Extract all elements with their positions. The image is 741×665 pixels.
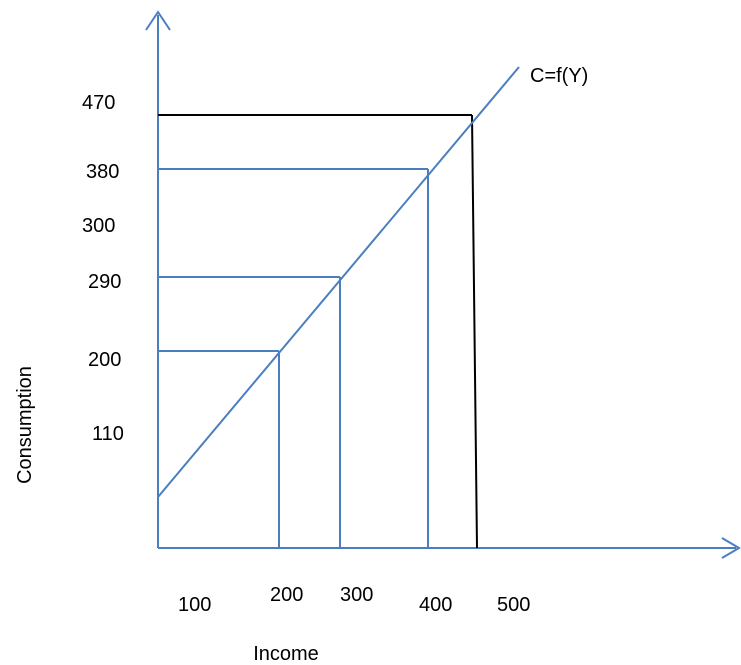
x-tick-label: 300 bbox=[340, 584, 373, 606]
y-tick-label: 200 bbox=[88, 349, 121, 371]
x-tick-label: 200 bbox=[270, 584, 303, 606]
y-tick-label: 300 bbox=[82, 215, 115, 237]
x-axis-title: Income bbox=[253, 643, 319, 665]
x-tick-label: 100 bbox=[178, 594, 211, 616]
y-tick-label: 470 bbox=[82, 92, 115, 114]
y-tick-label: 380 bbox=[86, 161, 119, 183]
y-axis-title: Consumption bbox=[14, 366, 36, 484]
y-tick-label: 110 bbox=[92, 423, 124, 445]
y-tick-label: 290 bbox=[88, 271, 121, 293]
guide-lines bbox=[158, 114, 478, 549]
guide-vertical bbox=[471, 114, 478, 549]
tick-labels: 110 200 290 300 380 470 100 200 300 400 500 bbox=[82, 92, 530, 616]
x-axis-arrow bbox=[721, 537, 741, 559]
y-axis-arrow bbox=[145, 10, 171, 31]
series-label: C=f(Y) bbox=[530, 65, 588, 87]
series: C=f(Y) bbox=[157, 65, 588, 498]
x-tick-label: 400 bbox=[419, 594, 452, 616]
x-tick-label: 500 bbox=[497, 594, 530, 616]
axes bbox=[145, 10, 741, 559]
series-line bbox=[157, 66, 520, 498]
